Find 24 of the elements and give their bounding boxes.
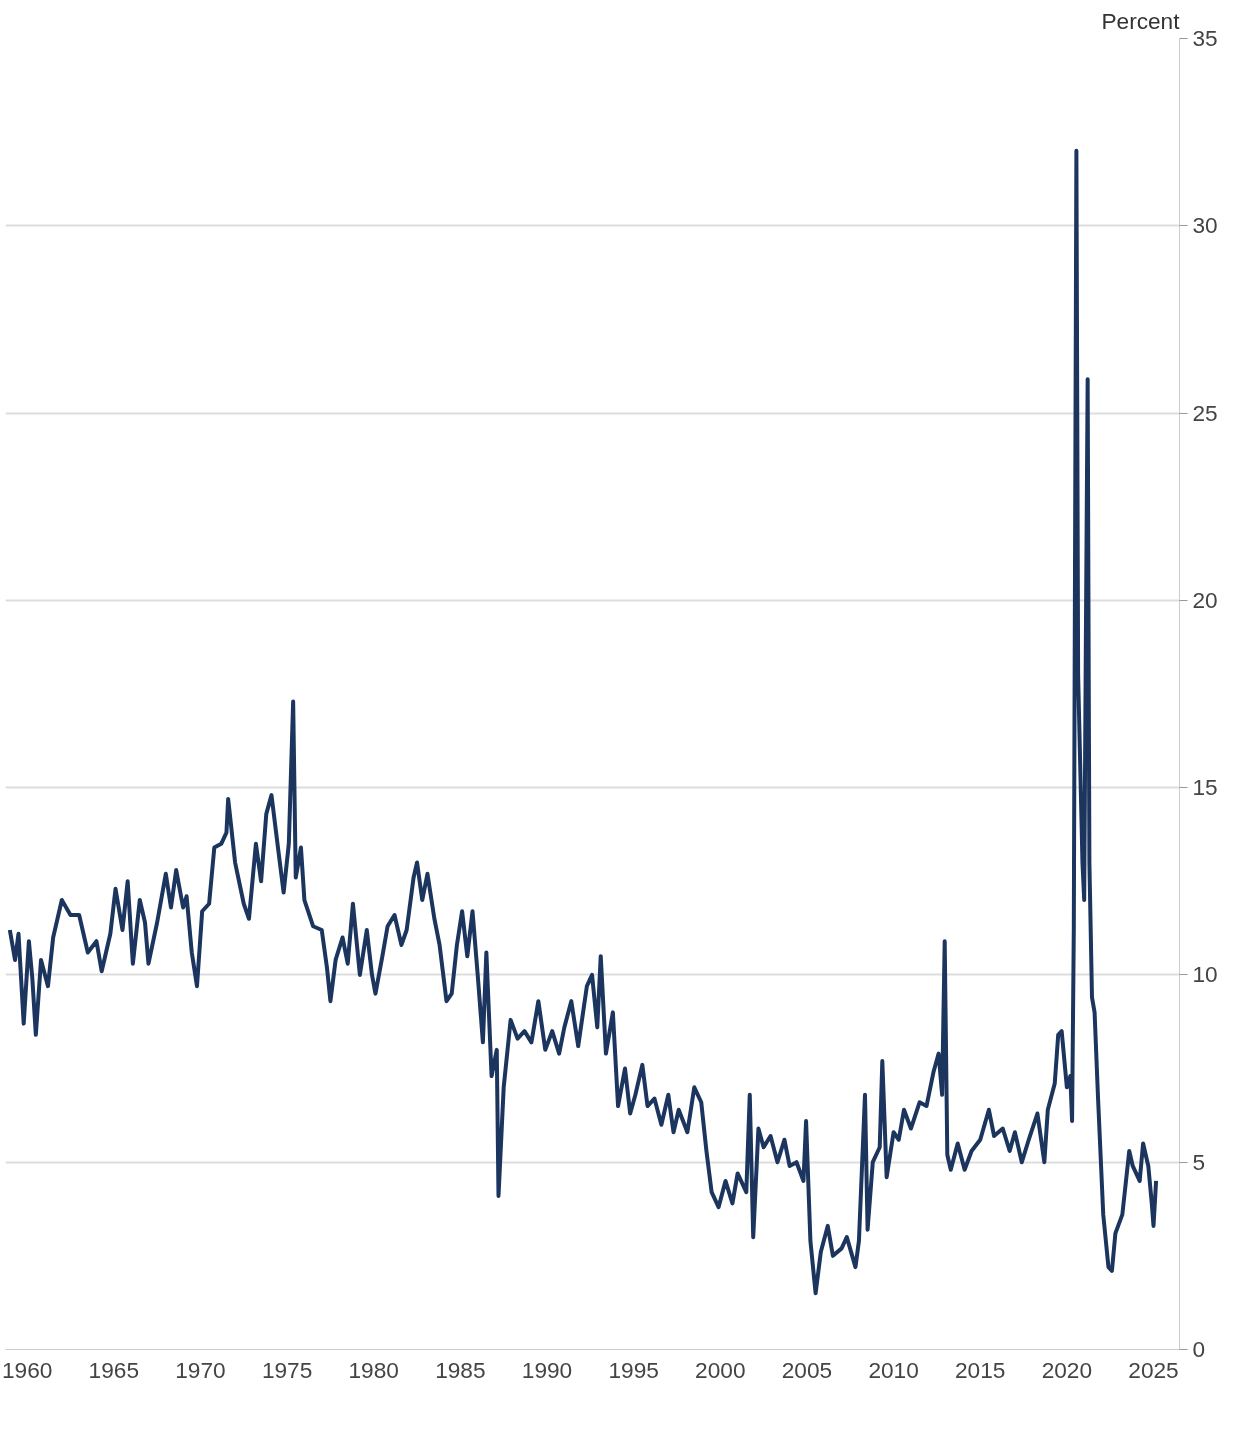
x-tick-label: 2025 [1128,1356,1179,1383]
y-tick-label: 20 [1192,586,1218,613]
x-tick-label: 1995 [608,1356,659,1383]
y-tick-label: 25 [1192,399,1218,426]
x-tick-label: 1980 [348,1356,399,1383]
x-tick-label: 1990 [521,1356,573,1383]
y-tick-label: 0 [1192,1336,1206,1362]
y-axis-title: Percent [1101,7,1181,34]
x-tick-label: 2020 [1041,1356,1093,1383]
x-tick-label: 2015 [955,1356,1006,1383]
x-tick-label: 2005 [781,1356,833,1383]
x-tick-label: 1970 [175,1356,226,1383]
y-tick-label: 5 [1192,1148,1206,1175]
y-tick-label: 10 [1192,961,1218,988]
line-series [7,148,1159,1296]
y-tick-label: 35 [1192,25,1218,51]
y-tick-label: 15 [1192,774,1218,801]
x-tick-label: 1975 [261,1356,313,1383]
x-tick-label: 1960 [1,1356,53,1383]
x-tick-label: 1985 [435,1356,486,1383]
x-tick-label: 1965 [88,1356,140,1383]
y-tick-label: 30 [1192,212,1218,239]
x-tick-label: 2000 [695,1356,746,1383]
x-tick-label: 2010 [868,1356,919,1383]
